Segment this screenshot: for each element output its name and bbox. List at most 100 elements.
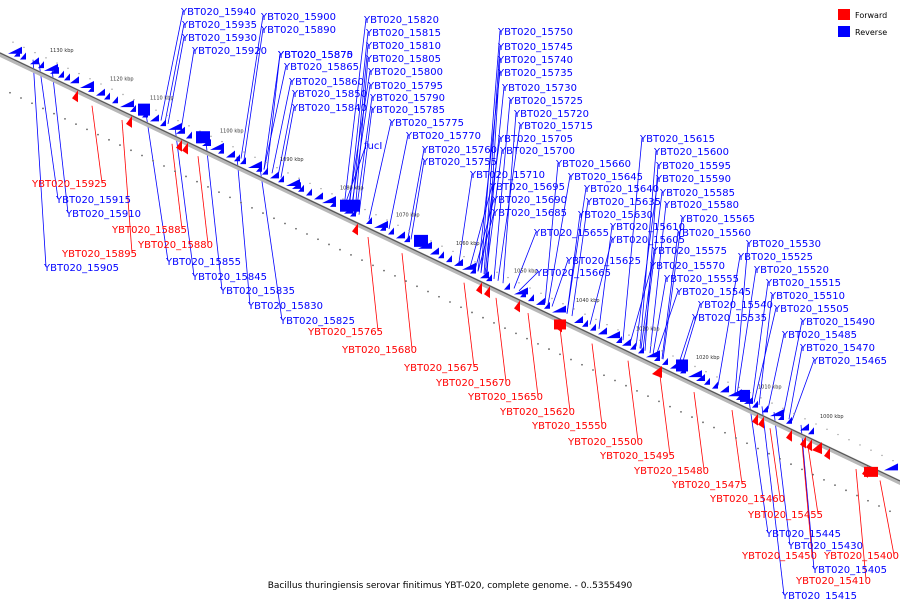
track-dot	[133, 99, 135, 101]
reverse-gene	[38, 61, 44, 69]
leader-line	[642, 191, 663, 350]
reverse-gene	[740, 389, 750, 402]
leader-lines	[32, 10, 895, 596]
gene-label-forward: YBT020_15410	[795, 576, 871, 587]
track-dot	[449, 301, 451, 303]
reverse-gene	[808, 427, 814, 435]
reverse-gene	[14, 49, 20, 57]
reverse-gene	[388, 227, 394, 235]
gene-label-forward: YBT020_15455	[747, 510, 823, 521]
gene-label-forward: YBT020_15460	[709, 494, 785, 505]
reverse-gene	[366, 217, 372, 225]
gene-label-forward: YBT020_15450	[741, 551, 817, 562]
gene-label-reverse: YBT020_15930	[181, 33, 257, 44]
track-dot	[386, 219, 388, 221]
leader-line	[527, 313, 539, 397]
reverse-gene	[160, 119, 166, 127]
track-dot	[859, 444, 861, 446]
gene-label-reverse: YBT020_15795	[367, 81, 443, 92]
leader-line	[639, 150, 657, 349]
leader-line	[559, 328, 571, 412]
track-dot	[210, 135, 212, 138]
reverse-gene	[70, 76, 79, 84]
track-dot	[430, 240, 432, 242]
track-dot	[243, 151, 245, 153]
reverse-gene	[438, 251, 444, 259]
reverse-gene	[196, 131, 210, 144]
track-dot	[229, 196, 231, 199]
track-dot	[639, 339, 641, 342]
leader-line	[598, 225, 613, 329]
gene-label-reverse: YBT020_15445	[765, 529, 841, 540]
reverse-gene	[590, 323, 596, 331]
track-dot	[97, 133, 99, 136]
track-dot	[856, 494, 858, 497]
gene-label-reverse: YBT020_15625	[565, 256, 641, 267]
reverse-gene	[120, 100, 134, 108]
gene-label-reverse: YBT020_15570	[649, 261, 725, 272]
track-dot	[790, 463, 792, 466]
leader-line	[734, 242, 749, 394]
track-dot	[361, 259, 363, 262]
reverse-gene	[598, 327, 607, 335]
leader-line	[518, 271, 539, 292]
reverse-gene	[234, 154, 240, 162]
leader-line	[477, 71, 501, 272]
leader-line	[350, 84, 371, 211]
track-dot	[672, 355, 674, 357]
track-dot	[67, 67, 69, 70]
track-dot	[119, 144, 121, 146]
track-dot	[284, 222, 286, 225]
track-dot	[815, 423, 817, 425]
track-dot	[727, 381, 729, 383]
leader-line	[480, 137, 501, 273]
reverse-gene	[270, 171, 279, 179]
track-dot	[482, 316, 484, 319]
gene-label-forward: YBT020_15500	[567, 437, 643, 448]
track-dot	[452, 250, 454, 253]
forward-gene	[72, 90, 78, 103]
reverse-gene	[462, 262, 476, 270]
track-dot	[460, 306, 462, 309]
gene-label-forward: YBT020_15620	[499, 407, 575, 418]
gene-label-reverse: YBT020_15520	[753, 265, 829, 276]
gene-label-reverse: YBT020_15490	[799, 317, 875, 328]
forward-gene	[514, 300, 520, 313]
forward-gene	[484, 286, 490, 299]
gene-label-reverse: YBT020_15825	[279, 316, 355, 327]
leader-line	[761, 406, 785, 596]
gene-label-reverse: YBT020_15535	[691, 313, 767, 324]
track-dot	[881, 454, 883, 457]
scale-tick-label: 1000 kbp	[820, 414, 844, 420]
gene-label-reverse: YBT020_15725	[507, 96, 583, 107]
track-dot	[540, 292, 542, 294]
legend-reverse-swatch	[838, 26, 850, 37]
gene-label-reverse: YBT020_15870	[277, 50, 353, 61]
gene-label-reverse: YBT020_15600	[653, 147, 729, 158]
track-dot	[53, 112, 55, 115]
track-dot	[45, 57, 47, 59]
leader-line	[367, 236, 379, 332]
track-dot	[702, 421, 704, 424]
leader-line	[635, 177, 659, 347]
leader-line	[351, 44, 369, 212]
track-dot	[438, 295, 440, 298]
gene-label-reverse: YBT020_15635	[585, 197, 661, 208]
leader-line	[773, 412, 791, 546]
gene-label-reverse: YBT020_15760	[421, 145, 497, 156]
backbone-line	[0, 52, 900, 482]
track-dot	[196, 180, 198, 183]
track-dot	[342, 198, 344, 200]
gene-label-reverse: YBT020_15805	[365, 54, 441, 65]
track-dot	[716, 376, 718, 378]
gene-label-reverse: YBT020_15530	[745, 239, 821, 250]
gene-label-reverse: YBT020_15935	[181, 20, 257, 31]
gene-label-reverse: YBT020_15610	[609, 222, 685, 233]
forward-gene	[800, 436, 806, 449]
reverse-gene	[638, 346, 644, 354]
leader-line	[280, 106, 295, 178]
reverse-gene	[544, 301, 550, 309]
gene-label-reverse: YBT020_15465	[811, 356, 887, 367]
reverse-gene	[504, 282, 510, 290]
leader-line	[649, 203, 667, 354]
